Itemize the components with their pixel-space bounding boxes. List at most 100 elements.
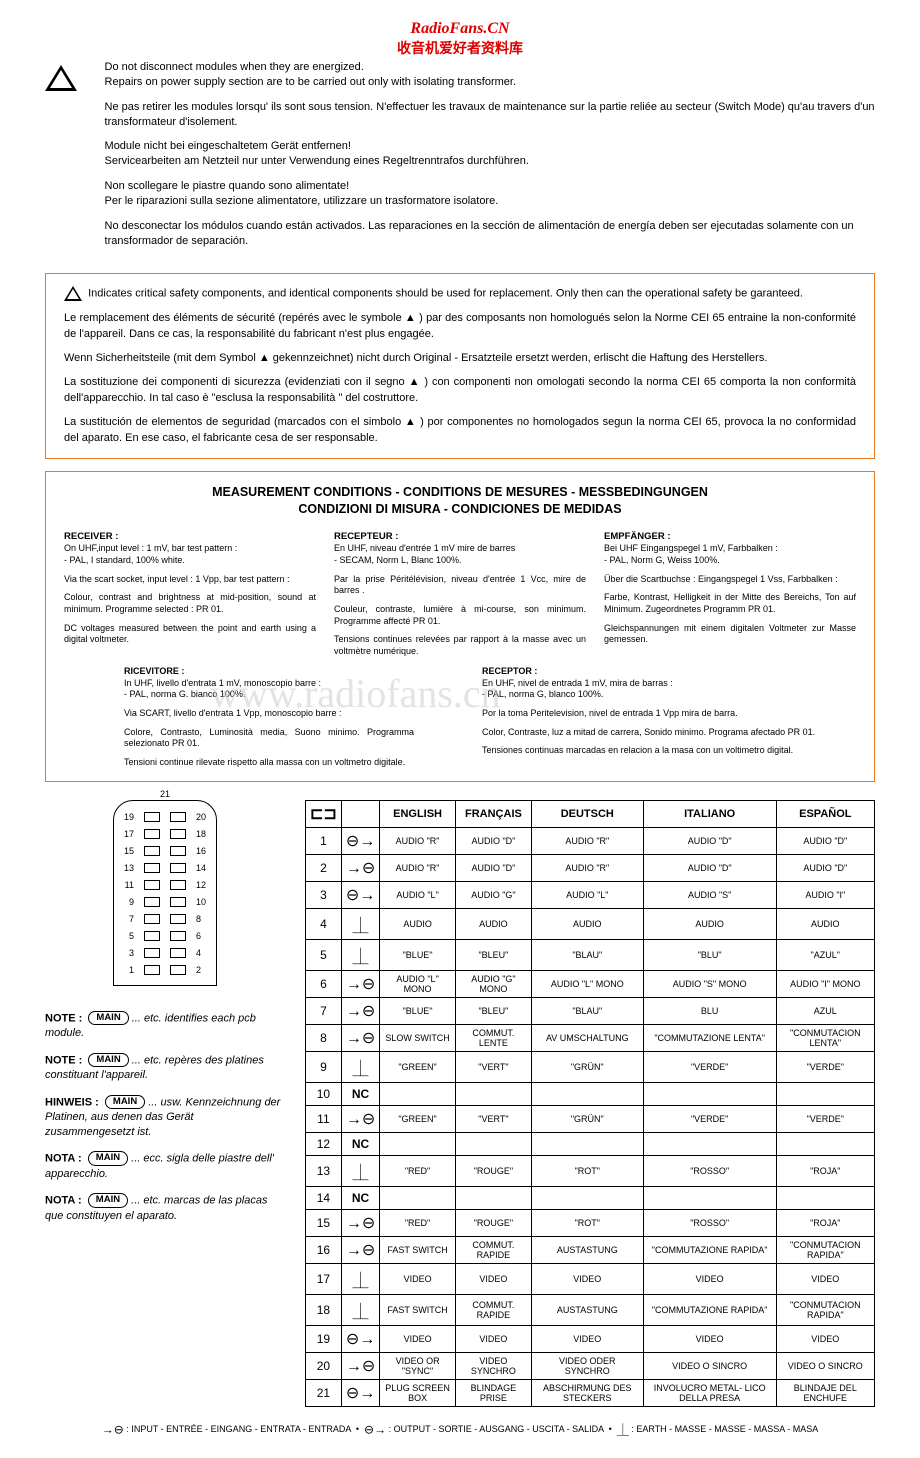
main-label: MAIN xyxy=(88,1011,128,1026)
note-block: NOTE : MAIN ... etc. repères des platine… xyxy=(45,1053,285,1083)
measurement-conditions-box: MEASUREMENT CONDITIONS - CONDITIONS DE M… xyxy=(45,471,875,782)
table-row: 13⏊"RED""ROUGE""ROT""ROSSO""ROJA" xyxy=(306,1155,875,1186)
left-column: 21 1920171815161314111291078563412 NOTE … xyxy=(45,800,285,1407)
pin-row: 1718 xyxy=(120,826,210,843)
empfanger-col: EMPFÄNGER : Bei UHF Eingangspegel 1 mV, … xyxy=(604,531,856,658)
warn-es: No desconectar los módulos cuando están … xyxy=(105,219,875,249)
warn-en-1: Do not disconnect modules when they are … xyxy=(105,61,364,73)
in-icon: →⊖ xyxy=(341,854,379,881)
earth-icon: ⏊ xyxy=(341,1155,379,1186)
table-row: 8→⊖SLOW SWITCHCOMMUT. LENTEAV UMSCHALTUN… xyxy=(306,1024,875,1051)
receptor-col: RECEPTOR : En UHF, nivel de entrada 1 mV… xyxy=(482,666,856,769)
main-label: MAIN xyxy=(105,1095,145,1110)
in-icon: →⊖ xyxy=(341,970,379,997)
in-icon: →⊖ xyxy=(341,1209,379,1236)
table-header: ESPAÑOL xyxy=(776,800,874,827)
top-warning-section: Do not disconnect modules when they are … xyxy=(45,60,875,258)
table-row: 14NC xyxy=(306,1186,875,1209)
note-block: HINWEIS : MAIN ... usw. Kennzeichnung de… xyxy=(45,1095,285,1140)
warn-it-2: Per le riparazioni sulla sezione aliment… xyxy=(105,195,499,207)
recepteur-col: RECEPTEUR : En UHF, niveau d'entrée 1 mV… xyxy=(334,531,586,658)
legend-input: : INPUT - ENTRÉE - EINGANG - ENTRATA - E… xyxy=(126,1424,351,1434)
table-row: 2→⊖AUDIO "R"AUDIO "D"AUDIO "R"AUDIO "D"A… xyxy=(306,854,875,881)
main-label: MAIN xyxy=(88,1193,128,1208)
safety-it: La sostituzione dei componenti di sicure… xyxy=(64,375,856,406)
warn-it-1: Non scollegare le piastre quando sono al… xyxy=(105,180,350,192)
table-row: 1⊖→AUDIO "R"AUDIO "D"AUDIO "R"AUDIO "D"A… xyxy=(306,827,875,854)
table-row: 11→⊖"GREEN""VERT""GRÜN""VERDE""VERDE" xyxy=(306,1105,875,1132)
table-row: 15→⊖"RED""ROUGE""ROT""ROSSO""ROJA" xyxy=(306,1209,875,1236)
table-row: 7→⊖"BLUE""BLEU""BLAU"BLUAZUL xyxy=(306,997,875,1024)
table-header: ENGLISH xyxy=(380,800,456,827)
receiver-col: RECEIVER : On UHF,input level : 1 mV, ba… xyxy=(64,531,316,658)
site-header: RadioFans.CN 收音机爱好者资料库 xyxy=(45,20,875,58)
top-warning-text: Do not disconnect modules when they are … xyxy=(105,60,875,258)
table-row: 12NC xyxy=(306,1132,875,1155)
earth-icon: ⏊ xyxy=(341,939,379,970)
table-row: 18⏊FAST SWITCHCOMMUT. RAPIDEAUSTASTUNG"C… xyxy=(306,1294,875,1325)
out-icon: ⊖→ xyxy=(341,881,379,908)
scart-pinout-table: ⊏⊐ENGLISHFRANÇAISDEUTSCHITALIANOESPAÑOL … xyxy=(305,800,875,1407)
note-block: NOTA : MAIN ... etc. marcas de las placa… xyxy=(45,1193,285,1223)
safety-fr: Le remplacement des éléments de sécurité… xyxy=(64,311,856,342)
warn-de-1: Module nicht bei eingeschaltetem Gerät e… xyxy=(105,140,351,152)
pin-row: 1314 xyxy=(120,860,210,877)
site-subtitle: 收音机爱好者资料库 xyxy=(397,40,523,56)
earth-icon: ⏊ xyxy=(341,908,379,939)
note-block: NOTE : MAIN ... etc. identifies each pcb… xyxy=(45,1011,285,1041)
in-icon: →⊖ xyxy=(341,1105,379,1132)
conditions-title: MEASUREMENT CONDITIONS - CONDITIONS DE M… xyxy=(64,484,856,519)
main-label: MAIN xyxy=(88,1053,128,1068)
table-row: 5⏊"BLUE""BLEU""BLAU""BLU""AZUL" xyxy=(306,939,875,970)
warn-fr: Ne pas retirer les modules lorsqu' ils s… xyxy=(105,100,875,130)
site-title: RadioFans.CN xyxy=(410,20,509,37)
table-row: 4⏊AUDIOAUDIOAUDIOAUDIOAUDIO xyxy=(306,908,875,939)
safety-en: Indicates critical safety components, an… xyxy=(88,288,803,300)
ricevitore-col: RICEVITORE : In UHF, livello d'entrata 1… xyxy=(124,666,414,769)
table-row: 19⊖→VIDEOVIDEOVIDEOVIDEOVIDEO xyxy=(306,1325,875,1352)
earth-icon: ⏊ xyxy=(341,1294,379,1325)
table-header: ⊏⊐ xyxy=(306,800,342,827)
table-header xyxy=(341,800,379,827)
safety-es: La sustitución de elementos de seguridad… xyxy=(64,415,856,446)
pin-row: 1516 xyxy=(120,843,210,860)
legend-footer: →⊖ : INPUT - ENTRÉE - EINGANG - ENTRATA … xyxy=(45,1421,875,1438)
warning-icon-large xyxy=(45,60,105,258)
table-row: 3⊖→AUDIO "L"AUDIO "G"AUDIO "L"AUDIO "S"A… xyxy=(306,881,875,908)
warning-icon xyxy=(64,286,82,301)
safety-de: Wenn Sicherheitsteile (mit dem Symbol ▲ … xyxy=(64,351,856,366)
earth-icon: ⏊ xyxy=(341,1263,379,1294)
table-header: DEUTSCH xyxy=(531,800,643,827)
legend-earth: : EARTH - MASSE - MASSE - MASSA - MASA xyxy=(631,1424,818,1434)
pin-row: 34 xyxy=(120,945,210,962)
pin-row: 910 xyxy=(120,894,210,911)
note-block: NOTA : MAIN ... ecc. sigla delle piastre… xyxy=(45,1151,285,1181)
pin-21-label: 21 xyxy=(160,789,170,799)
out-icon: ⊖→ xyxy=(341,827,379,854)
table-header: ITALIANO xyxy=(643,800,776,827)
in-icon: →⊖ xyxy=(341,1236,379,1263)
pin-row: 12 xyxy=(120,962,210,979)
table-header: FRANÇAIS xyxy=(455,800,531,827)
main-label: MAIN xyxy=(88,1151,128,1166)
in-icon: →⊖ xyxy=(341,997,379,1024)
table-row: 17⏊VIDEOVIDEOVIDEOVIDEOVIDEO xyxy=(306,1263,875,1294)
pin-row: 56 xyxy=(120,928,210,945)
table-row: 6→⊖AUDIO "L" MONOAUDIO "G" MONOAUDIO "L"… xyxy=(306,970,875,997)
table-row: 9⏊"GREEN""VERT""GRÜN""VERDE""VERDE" xyxy=(306,1051,875,1082)
safety-components-box: Indicates critical safety components, an… xyxy=(45,273,875,459)
warn-de-2: Servicearbeiten am Netzteil nur unter Ve… xyxy=(105,155,529,167)
in-icon: →⊖ xyxy=(341,1024,379,1051)
scart-table-container: ⊏⊐ENGLISHFRANÇAISDEUTSCHITALIANOESPAÑOL … xyxy=(305,800,875,1407)
table-row: 16→⊖FAST SWITCHCOMMUT. RAPIDEAUSTASTUNG"… xyxy=(306,1236,875,1263)
out-icon: ⊖→ xyxy=(341,1325,379,1352)
pin-row: 1112 xyxy=(120,877,210,894)
warn-en-2: Repairs on power supply section are to b… xyxy=(105,76,517,88)
table-row: 21⊖→PLUG SCREEN BOXBLINDAGE PRISEABSCHIR… xyxy=(306,1379,875,1406)
pin-row: 1920 xyxy=(120,809,210,826)
in-icon: →⊖ xyxy=(341,1352,379,1379)
out-icon: ⊖→ xyxy=(341,1379,379,1406)
table-row: 10NC xyxy=(306,1082,875,1105)
pin-row: 78 xyxy=(120,911,210,928)
earth-icon: ⏊ xyxy=(341,1051,379,1082)
